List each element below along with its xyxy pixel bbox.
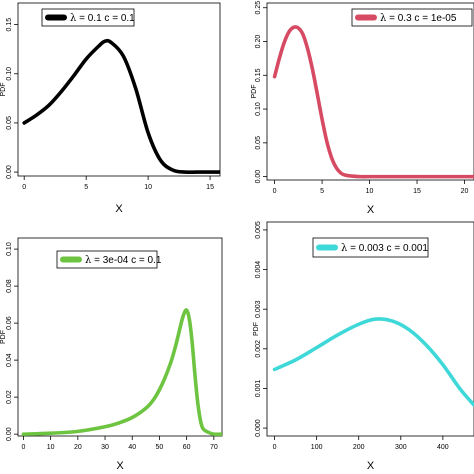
chart-panel-2: 0 5 10 15 20 0.00 0.05 0.10 0.15 0.20 0.25 X PDF λ = …: [251, 1, 474, 216]
x-tick-label: 10: [47, 444, 55, 451]
x-tick-label: 0: [21, 444, 25, 451]
y-tick-label: 0.02: [6, 390, 13, 404]
y-tick-label: 0.00: [255, 170, 262, 184]
series-line: [272, 25, 474, 179]
y-tick-label: 0.003: [255, 300, 262, 318]
plot-frame: [17, 2, 221, 177]
x-tick-label: 40: [128, 444, 136, 451]
x-tick-label: 5: [320, 188, 324, 195]
chart-panel-4: 0 100 200 300 400 0.000 0.001 0.002 0.003 0.004 0.…: [253, 221, 474, 472]
x-axis-label: X: [367, 460, 375, 472]
legend-box: [351, 8, 473, 27]
plot-frame: [17, 237, 223, 437]
y-tick-label: 0.05: [6, 116, 13, 130]
y-tick-label: 0.06: [6, 316, 13, 330]
y-axis-label: PDF: [253, 322, 260, 336]
legend: λ = 3e-04 c = 0.1: [56, 250, 162, 269]
x-tick-label: 10: [366, 188, 374, 195]
x-tick-label: 15: [413, 188, 421, 195]
y-tick-label: 0.00: [6, 427, 13, 441]
y-tick-label: 0.000: [255, 419, 262, 437]
chart-panel-1: 0 5 10 15 0.00 0.05 0.10 0.15 X PDF λ = 0.1 c = 0.…: [0, 2, 221, 215]
x-tick-label: 0: [273, 188, 277, 195]
y-tick-label: 0.00: [6, 165, 13, 179]
y-tick-label: 0.08: [6, 279, 13, 293]
legend: λ = 0.3 c = 1e-05: [351, 8, 473, 27]
legend-label: λ = 0.003 c = 0.001: [341, 243, 428, 254]
legend-box: [41, 8, 135, 27]
x-tick-label: 0: [273, 444, 277, 451]
legend-label: λ = 0.3 c = 1e-05: [380, 13, 457, 24]
chart-panel-3: 0 10 20 30 40 50 60 70 0.00 0.02 0.04 0.06 0.08 0.10 X…: [0, 237, 223, 472]
y-tick-label: 0.20: [255, 35, 262, 49]
x-axis-label: X: [116, 460, 124, 472]
legend-box: [56, 250, 158, 269]
x-tick-label: 10: [144, 184, 152, 191]
y-tick-label: 0.25: [255, 1, 262, 15]
x-tick-label: 70: [210, 444, 218, 451]
y-tick-label: 0.04: [6, 353, 13, 367]
y-tick-label: 0.10: [6, 242, 13, 256]
x-tick-label: 20: [74, 444, 82, 451]
y-axis-label: PDF: [0, 330, 7, 344]
x-tick-label: 60: [183, 444, 191, 451]
series-line: [21, 308, 222, 436]
y-tick-label: 0.05: [255, 136, 262, 150]
legend-label: λ = 3e-04 c = 0.1: [85, 255, 162, 266]
legend: λ = 0.1 c = 0.1: [41, 8, 135, 27]
plot-frame: [266, 2, 474, 181]
y-axis-label: PDF: [251, 85, 258, 99]
x-tick-label: 30: [101, 444, 109, 451]
y-tick-label: 0.002: [255, 340, 262, 358]
x-tick-label: 50: [156, 444, 164, 451]
x-tick-label: 300: [395, 444, 407, 451]
series-line: [22, 38, 220, 175]
legend: λ = 0.003 c = 0.001: [312, 237, 429, 258]
legend-box: [312, 237, 429, 258]
x-tick-label: 15: [206, 184, 214, 191]
y-tick-label: 0.15: [6, 18, 13, 32]
y-tick-label: 0.001: [255, 380, 262, 398]
y-tick-label: 0.10: [6, 67, 13, 81]
x-tick-label: 20: [461, 188, 469, 195]
y-tick-label: 0.10: [255, 102, 262, 116]
plot-frame: [266, 221, 474, 437]
x-tick-label: 400: [437, 444, 449, 451]
x-tick-label: 0: [22, 184, 26, 191]
series-line: [272, 317, 474, 407]
y-axis-label: PDF: [0, 83, 7, 97]
y-tick-label: 0.15: [255, 68, 262, 82]
x-tick-label: 200: [353, 444, 365, 451]
x-tick-label: 5: [84, 184, 88, 191]
x-axis-label: X: [115, 203, 123, 215]
x-axis-label: X: [367, 204, 375, 216]
legend-label: λ = 0.1 c = 0.1: [70, 13, 135, 24]
y-tick-label: 0.004: [255, 261, 262, 279]
x-tick-label: 100: [311, 444, 323, 451]
y-tick-label: 0.005: [255, 221, 262, 239]
